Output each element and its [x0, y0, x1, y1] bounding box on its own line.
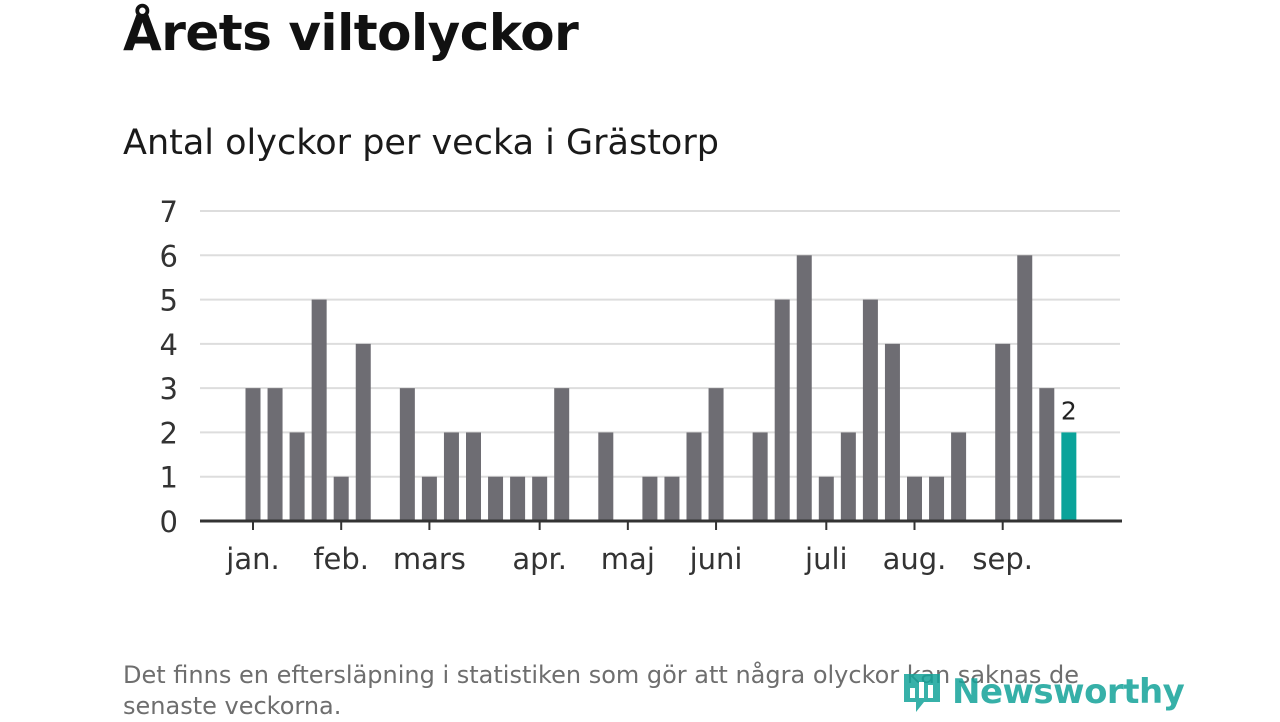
bar [664, 476, 680, 521]
bar [752, 432, 768, 521]
x-tick-label: juli [804, 542, 848, 576]
y-tick-label: 4 [160, 328, 178, 362]
newsworthy-logo[interactable]: Newsworthy [900, 670, 1185, 714]
bar [995, 343, 1011, 521]
bar [884, 343, 900, 521]
bar [929, 476, 945, 521]
bar [1039, 388, 1055, 521]
grid-lines [200, 210, 1120, 478]
bar [796, 255, 812, 522]
bar [774, 299, 790, 521]
chart-title: Årets viltolyckor [123, 4, 579, 62]
bar [311, 299, 327, 521]
y-tick-label: 6 [160, 239, 178, 273]
y-tick-label: 2 [160, 416, 178, 450]
bar [333, 476, 349, 521]
bar [399, 388, 415, 521]
bar [466, 432, 481, 521]
x-tick-label: juni [689, 542, 743, 576]
bar [951, 432, 967, 521]
logo-text: Newsworthy [952, 672, 1185, 712]
newsworthy-logo-icon [904, 674, 940, 712]
x-axis: jan. feb. mars apr. maj juni juli aug. sep. [200, 519, 1122, 576]
y-tick-label: 1 [160, 461, 178, 495]
bar [421, 476, 437, 521]
y-tick-label: 3 [160, 372, 178, 406]
bar [907, 476, 922, 521]
data-label: 2 [1061, 396, 1077, 425]
chart-subtitle: Antal olyckor per vecka i Grästorp [123, 123, 719, 163]
x-tick-label: sep. [972, 542, 1033, 576]
y-tick-label: 7 [160, 195, 178, 229]
bar [355, 343, 371, 521]
x-tick-label: mars [393, 542, 466, 576]
bar [532, 476, 548, 521]
bar [267, 388, 283, 521]
bar [488, 476, 504, 521]
x-tick-label: jan. [225, 542, 279, 576]
bar [686, 432, 702, 521]
bar [245, 388, 261, 521]
bar [510, 476, 526, 521]
bar [289, 432, 305, 521]
bar [1017, 255, 1033, 522]
x-tick-label: apr. [512, 542, 567, 576]
data-labels: 2 [1061, 396, 1077, 425]
x-tick-label: feb. [313, 542, 369, 576]
bar [840, 432, 856, 521]
y-tick-label: 5 [160, 284, 178, 318]
bar [708, 388, 724, 521]
bar [598, 432, 614, 521]
y-axis-tick-labels: 0 1 2 3 4 5 6 7 [160, 195, 178, 539]
x-tick-label: aug. [883, 542, 947, 576]
bar [642, 476, 658, 521]
bar [554, 388, 570, 521]
y-tick-label: 0 [160, 505, 178, 539]
bars [245, 255, 1077, 522]
bar [862, 299, 878, 521]
bar [818, 476, 834, 521]
bar [1061, 432, 1077, 521]
x-tick-label: maj [601, 542, 655, 576]
bar [443, 432, 459, 521]
